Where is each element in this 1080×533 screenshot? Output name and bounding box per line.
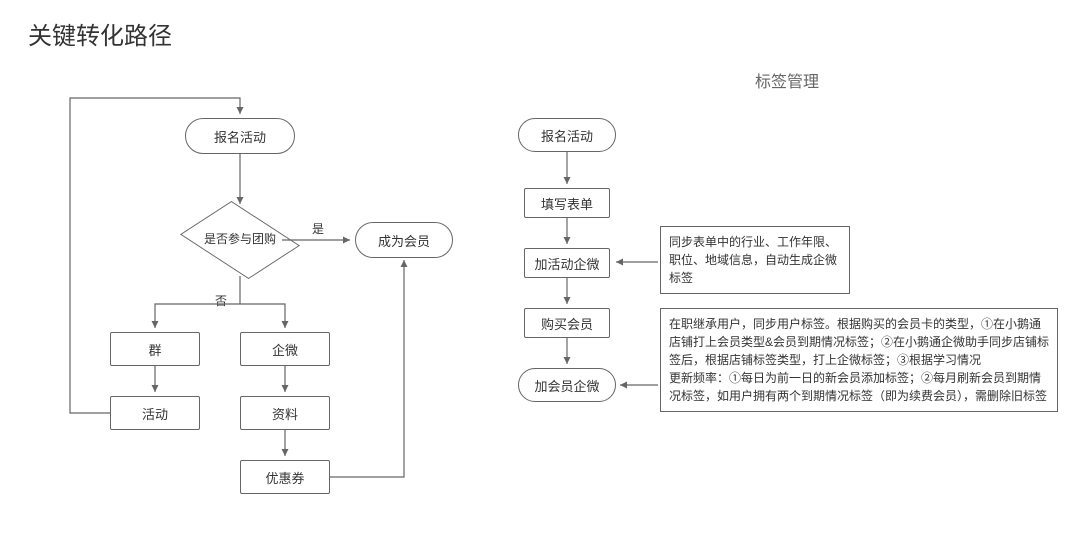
node-group: 群 bbox=[110, 332, 200, 366]
note-box-1: 同步表单中的行业、工作年限、职位、地域信息，自动生成企微标签 bbox=[660, 226, 850, 294]
node-signup2: 报名活动 bbox=[518, 118, 616, 152]
page-title: 关键转化路径 bbox=[28, 16, 172, 51]
note-box-2: 在职继承用户，同步用户标签。根据购买的会员卡的类型，①在小鹅通店铺打上会员类型&… bbox=[660, 308, 1058, 412]
node-add-member-wecom: 加会员企微 bbox=[518, 368, 616, 402]
edge-label-yes: 是 bbox=[312, 220, 324, 237]
node-member: 成为会员 bbox=[355, 222, 453, 258]
node-decision: 是否参与团购 bbox=[200, 210, 280, 270]
node-materials: 资料 bbox=[240, 396, 330, 430]
node-wecom: 企微 bbox=[240, 332, 330, 366]
right-section-title: 标签管理 bbox=[755, 68, 819, 92]
node-signup: 报名活动 bbox=[185, 118, 295, 154]
node-coupon: 优惠券 bbox=[240, 460, 330, 494]
decision-text: 是否参与团购 bbox=[195, 232, 285, 248]
node-form: 填写表单 bbox=[524, 188, 610, 218]
node-buy-member: 购买会员 bbox=[524, 308, 610, 338]
node-activity: 活动 bbox=[110, 396, 200, 430]
node-add-wecom: 加活动企微 bbox=[524, 248, 610, 278]
edge-label-no: 否 bbox=[215, 292, 227, 309]
